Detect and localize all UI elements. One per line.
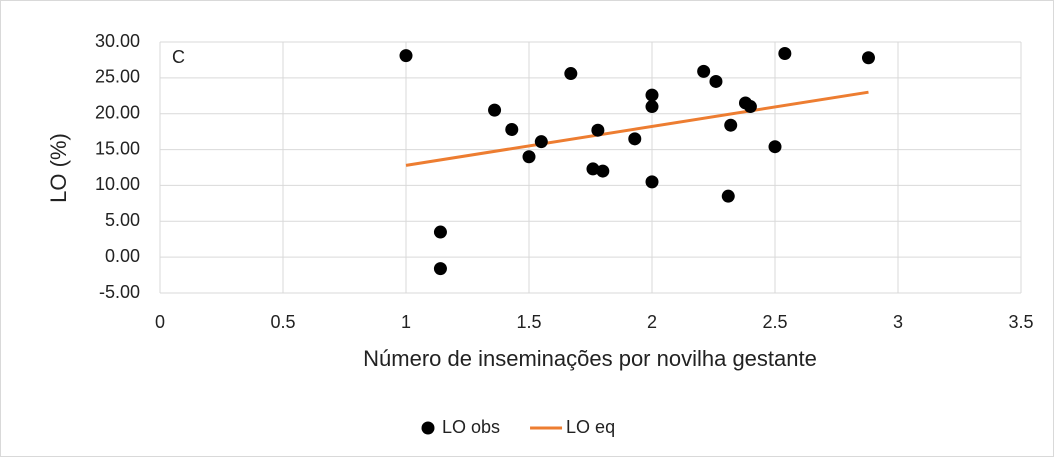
data-point xyxy=(505,122,519,136)
legend-label: LO obs xyxy=(442,417,500,437)
y-tick-label: 15.00 xyxy=(95,138,140,158)
data-point xyxy=(721,189,735,203)
data-point xyxy=(709,74,723,88)
legend-label: LO eq xyxy=(566,417,615,437)
data-point xyxy=(645,100,659,114)
x-tick-label: 3.5 xyxy=(1008,312,1033,332)
data-point xyxy=(586,162,600,176)
x-tick-label: 2 xyxy=(647,312,657,332)
data-point xyxy=(591,123,605,137)
y-tick-label: 30.00 xyxy=(95,31,140,51)
x-tick-label: 0 xyxy=(155,312,165,332)
x-tick-label: 1 xyxy=(401,312,411,332)
x-tick-label: 3 xyxy=(893,312,903,332)
y-tick-label: 10.00 xyxy=(95,174,140,194)
data-point xyxy=(768,140,782,154)
trend-line xyxy=(405,90,869,167)
x-axis-title: Número de inseminações por novilha gesta… xyxy=(363,346,817,371)
data-point xyxy=(778,46,792,60)
annotation: C xyxy=(172,47,185,67)
data-point xyxy=(522,150,536,164)
data-point xyxy=(645,175,659,189)
y-axis-title: LO (%) xyxy=(46,133,71,203)
y-tick-label: -5.00 xyxy=(99,282,140,302)
data-point xyxy=(433,225,447,239)
legend-swatch xyxy=(421,421,435,435)
data-point xyxy=(534,135,548,149)
data-point xyxy=(596,164,610,178)
data-point xyxy=(399,49,413,63)
y-tick-label: 0.00 xyxy=(105,246,140,266)
y-tick-label: 5.00 xyxy=(105,210,140,230)
data-point xyxy=(743,100,757,114)
y-tick-label: 25.00 xyxy=(95,67,140,87)
x-tick-label: 2.5 xyxy=(762,312,787,332)
data-point xyxy=(645,88,659,102)
data-point xyxy=(433,262,447,276)
y-tick-label: 20.00 xyxy=(95,102,140,122)
x-tick-label: 1.5 xyxy=(516,312,541,332)
data-point xyxy=(861,51,875,65)
x-tick-label: 0.5 xyxy=(270,312,295,332)
data-point xyxy=(697,64,711,78)
data-point xyxy=(488,103,502,117)
data-point xyxy=(724,118,738,132)
data-point xyxy=(628,132,642,146)
data-point xyxy=(564,67,578,81)
